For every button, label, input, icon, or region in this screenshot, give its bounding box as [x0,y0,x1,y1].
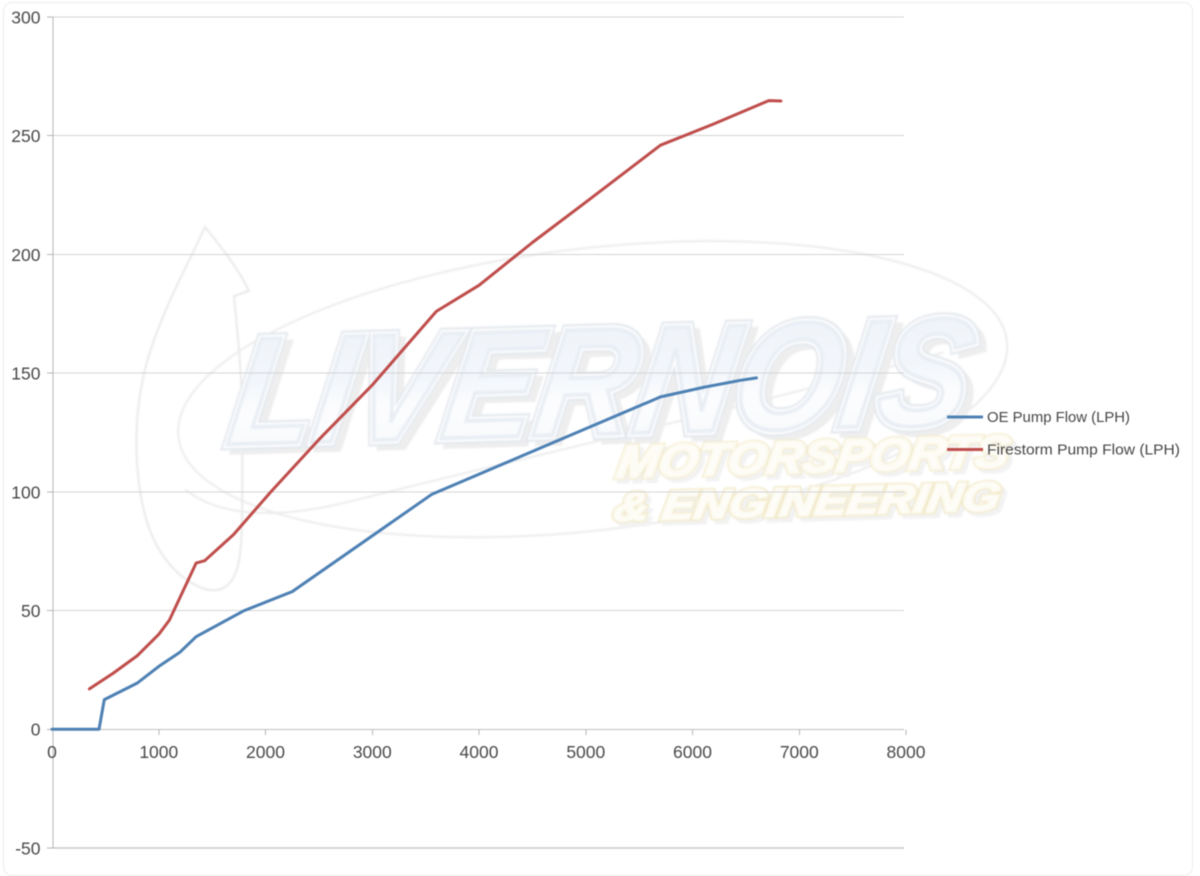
svg-text:0: 0 [47,742,57,762]
svg-text:100: 100 [11,482,40,502]
svg-text:3000: 3000 [353,742,392,762]
svg-text:300: 300 [11,7,40,27]
svg-text:50: 50 [21,601,41,621]
svg-text:MOTORSPORTS: MOTORSPORTS [614,426,1013,488]
svg-text:150: 150 [11,364,40,384]
svg-text:4000: 4000 [460,742,499,762]
svg-text:5000: 5000 [566,742,605,762]
svg-text:0: 0 [31,720,41,740]
svg-text:LIVERNOIS: LIVERNOIS [220,286,985,477]
svg-text:8000: 8000 [887,742,926,762]
svg-text:LIVERNOIS: LIVERNOIS [220,286,985,477]
svg-text:LIVERNOIS: LIVERNOIS [220,286,985,477]
svg-text:250: 250 [11,126,40,146]
svg-text:6000: 6000 [673,742,712,762]
svg-text:-50: -50 [15,838,41,858]
svg-text:Firestorm Pump Flow (LPH): Firestorm Pump Flow (LPH) [987,443,1180,459]
svg-text:2000: 2000 [246,742,285,762]
svg-text:200: 200 [11,245,40,265]
svg-text:LIVERNOIS: LIVERNOIS [227,292,992,483]
svg-text:OE Pump Flow (LPH): OE Pump Flow (LPH) [987,410,1130,426]
svg-text:1000: 1000 [139,742,178,762]
svg-text:7000: 7000 [780,742,819,762]
